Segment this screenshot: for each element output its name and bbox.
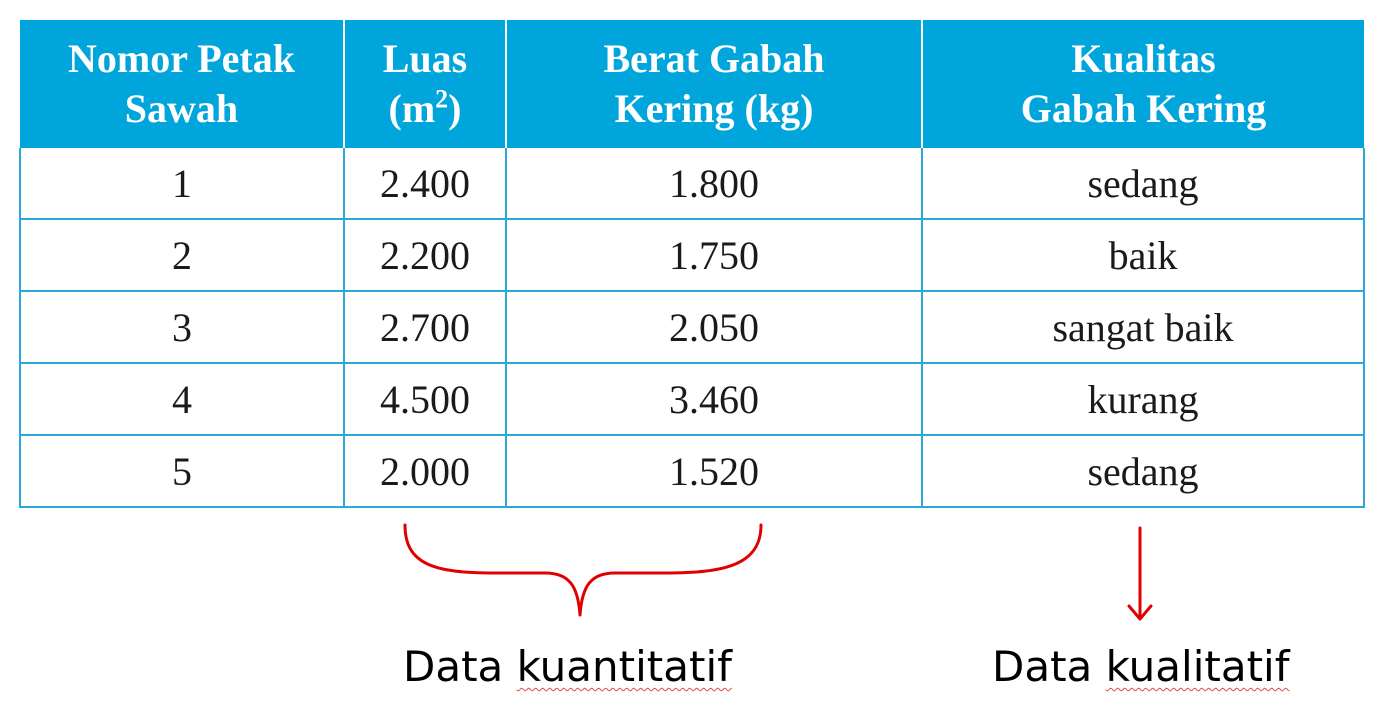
cell-nomor: 3	[19, 291, 344, 364]
curly-brace-icon	[403, 523, 763, 617]
header-line: Nomor Petak	[68, 36, 295, 81]
cell-berat: 1.800	[505, 148, 922, 220]
cell-kualitas: sangat baik	[921, 291, 1365, 364]
header-row: Nomor Petak Sawah Luas (m2) Berat Gabah …	[20, 20, 1364, 148]
cell-nomor: 2	[19, 219, 344, 292]
cell-nomor: 1	[19, 148, 344, 220]
label-word: Data	[992, 642, 1093, 691]
cell-luas: 4.500	[343, 363, 506, 436]
cell-kualitas: sedang	[921, 148, 1365, 220]
table-row: 4 4.500 3.460 kurang	[19, 363, 1365, 436]
table-row: 1 2.400 1.800 sedang	[19, 148, 1365, 220]
header-line: Kualitas	[1071, 36, 1216, 81]
label-word-underlined: kuantitatif	[516, 642, 732, 691]
header-line-unit: (m2)	[345, 84, 505, 134]
header-line: Sawah	[124, 86, 239, 131]
unit-suffix: )	[448, 86, 462, 131]
cell-kualitas: kurang	[921, 363, 1365, 436]
cell-luas: 2.400	[343, 148, 506, 220]
label-data-kualitatif: Data kualitatif	[992, 646, 1290, 688]
header-line: Kering (kg)	[614, 86, 814, 131]
cell-kualitas: baik	[921, 219, 1365, 292]
label-word: Data	[403, 642, 504, 691]
header-line: Luas	[382, 36, 468, 81]
cell-berat: 2.050	[505, 291, 922, 364]
down-arrow-icon	[1127, 526, 1153, 621]
header-line: Berat Gabah	[603, 36, 825, 81]
header-berat-gabah-kering: Berat Gabah Kering (kg)	[505, 20, 922, 148]
label-data-kuantitatif: Data kuantitatif	[403, 646, 732, 688]
table-row: 5 2.000 1.520 sedang	[19, 435, 1365, 508]
header-nomor-petak-sawah: Nomor Petak Sawah	[20, 20, 344, 148]
cell-berat: 1.750	[505, 219, 922, 292]
cell-nomor: 4	[19, 363, 344, 436]
cell-kualitas: sedang	[921, 435, 1365, 508]
cell-berat: 3.460	[505, 363, 922, 436]
label-word-underlined: kualitatif	[1105, 642, 1290, 691]
data-table: Nomor Petak Sawah Luas (m2) Berat Gabah …	[19, 20, 1365, 508]
table-row: 2 2.200 1.750 baik	[19, 219, 1365, 292]
cell-nomor: 5	[19, 435, 344, 508]
header-line: Gabah Kering	[1020, 86, 1267, 131]
cell-luas: 2.700	[343, 291, 506, 364]
header-kualitas-gabah-kering: Kualitas Gabah Kering	[921, 20, 1364, 148]
cell-luas: 2.200	[343, 219, 506, 292]
cell-berat: 1.520	[505, 435, 922, 508]
cell-luas: 2.000	[343, 435, 506, 508]
unit-prefix: (m	[388, 86, 436, 131]
unit-exponent: 2	[435, 84, 449, 114]
header-luas: Luas (m2)	[343, 20, 506, 148]
table-row: 3 2.700 2.050 sangat baik	[19, 291, 1365, 364]
